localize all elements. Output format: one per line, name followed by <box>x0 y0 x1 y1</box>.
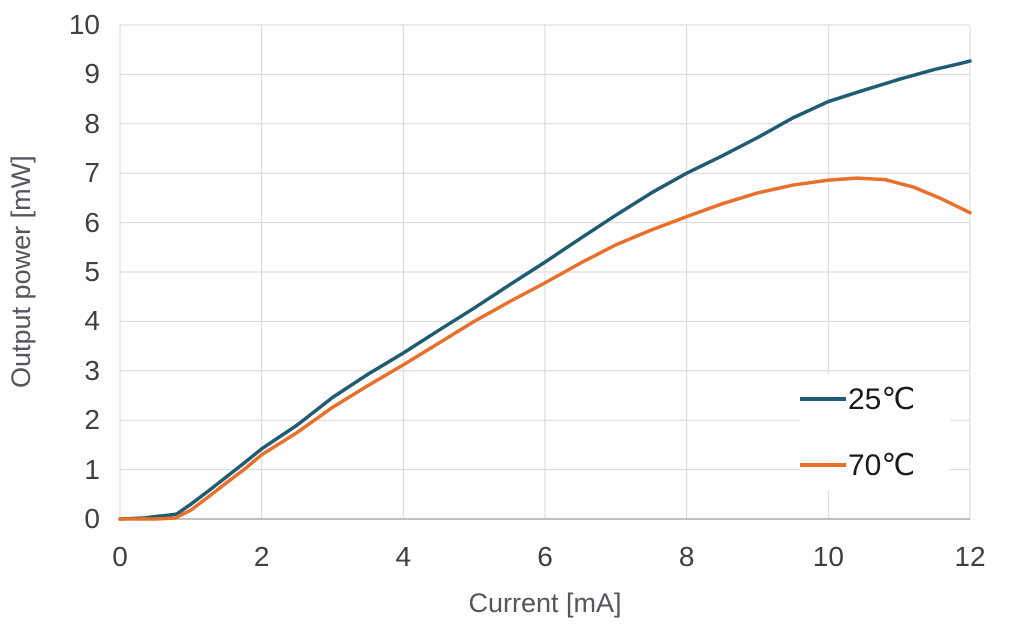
x-tick-label: 2 <box>253 541 270 572</box>
x-tick-label: 4 <box>395 541 412 572</box>
legend-item-0: 25℃ <box>800 374 950 424</box>
y-tick-label: 0 <box>84 503 100 534</box>
x-tick-label: 0 <box>112 541 128 572</box>
y-tick-label: 9 <box>84 58 100 90</box>
y-tick-label: 8 <box>84 107 100 139</box>
legend-line-swatch <box>800 397 846 401</box>
legend-label: 70℃ <box>848 448 916 482</box>
x-tick-label: 6 <box>537 541 553 572</box>
legend-line-swatch <box>800 463 846 467</box>
legend-label: 25℃ <box>848 382 916 416</box>
series-line-1 <box>118 176 972 521</box>
chart-legend: 25℃ 70℃ <box>800 374 950 490</box>
x-tick-label: 10 <box>812 541 844 572</box>
legend-item-1: 70℃ <box>800 440 950 490</box>
x-axis-title: Current [mA] <box>468 588 622 618</box>
series-line-0 <box>118 59 972 521</box>
y-tick-label: 7 <box>84 157 100 189</box>
y-tick-label: 1 <box>84 453 100 485</box>
y-tick-label: 3 <box>84 354 100 386</box>
y-tick-label: 5 <box>84 256 100 287</box>
y-tick-label: 2 <box>84 404 100 436</box>
y-tick-label: 6 <box>84 206 100 238</box>
y-tick-label: 10 <box>68 9 100 40</box>
y-tick-label: 4 <box>84 305 100 337</box>
x-tick-label: 8 <box>678 541 695 572</box>
x-tick-label: 12 <box>954 541 986 572</box>
